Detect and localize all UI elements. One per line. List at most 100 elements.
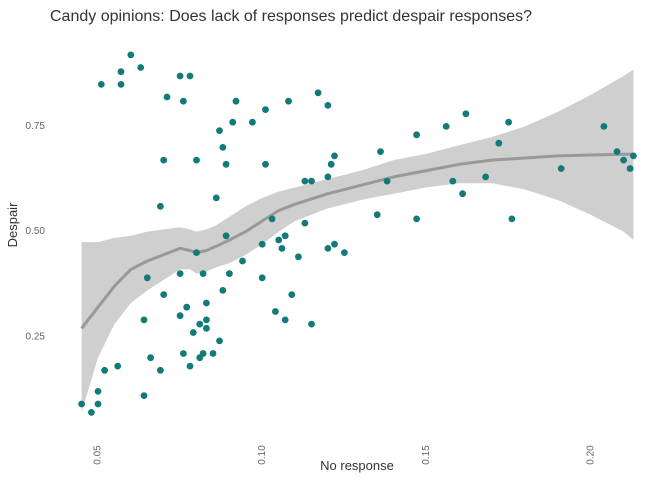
data-point bbox=[295, 253, 302, 261]
data-point bbox=[281, 316, 289, 324]
data-point bbox=[600, 123, 608, 130]
data-point bbox=[272, 308, 279, 315]
data-point bbox=[186, 72, 194, 80]
data-point bbox=[88, 409, 95, 416]
data-point bbox=[189, 329, 197, 336]
data-point bbox=[94, 400, 102, 408]
data-point bbox=[442, 123, 450, 130]
data-point bbox=[180, 97, 187, 105]
x-axis-ticks: 0.05 0.10 0.15 0.20 bbox=[93, 445, 597, 465]
data-point bbox=[308, 320, 315, 328]
data-point bbox=[203, 324, 210, 332]
data-point bbox=[101, 366, 108, 374]
x-tick-label: 0.10 bbox=[257, 445, 268, 465]
data-point bbox=[140, 316, 148, 324]
data-point bbox=[183, 303, 191, 311]
data-point bbox=[203, 316, 210, 324]
data-point bbox=[196, 320, 204, 328]
data-point bbox=[160, 156, 168, 164]
data-point bbox=[373, 211, 381, 219]
confidence-band bbox=[81, 69, 634, 413]
data-point bbox=[275, 236, 283, 244]
y-tick-label: 0.75 bbox=[26, 121, 46, 132]
data-point bbox=[78, 400, 85, 408]
data-point bbox=[186, 362, 194, 370]
data-point bbox=[327, 160, 335, 168]
data-point bbox=[157, 366, 164, 374]
y-tick-label: 0.50 bbox=[26, 226, 46, 237]
data-point bbox=[176, 270, 184, 277]
data-point bbox=[288, 291, 296, 298]
x-axis-title: No response bbox=[320, 458, 394, 473]
data-point bbox=[613, 148, 621, 156]
data-point bbox=[508, 215, 516, 223]
data-point bbox=[114, 362, 122, 370]
data-point bbox=[449, 177, 457, 185]
data-point bbox=[160, 291, 168, 298]
data-point bbox=[232, 97, 240, 105]
x-tick-label: 0.20 bbox=[585, 445, 596, 465]
data-point bbox=[143, 274, 151, 282]
x-tick-label: 0.05 bbox=[93, 445, 104, 465]
data-point bbox=[331, 152, 338, 160]
data-point bbox=[216, 127, 223, 134]
data-point bbox=[203, 299, 210, 307]
data-point bbox=[140, 392, 148, 399]
data-point bbox=[199, 270, 207, 277]
data-point bbox=[324, 173, 332, 181]
data-point bbox=[331, 240, 338, 248]
data-point bbox=[308, 177, 315, 185]
data-point bbox=[281, 232, 289, 240]
x-tick-label: 0.15 bbox=[421, 445, 432, 465]
data-point bbox=[193, 249, 200, 256]
data-point bbox=[630, 152, 637, 160]
data-point bbox=[324, 102, 332, 109]
chart-title: Candy opinions: Does lack of responses p… bbox=[50, 8, 532, 25]
data-point bbox=[413, 131, 420, 139]
data-point bbox=[209, 350, 217, 357]
data-point bbox=[176, 312, 184, 320]
data-point bbox=[97, 81, 105, 88]
data-point bbox=[383, 177, 391, 185]
data-point bbox=[193, 156, 200, 164]
data-point bbox=[137, 64, 145, 71]
data-point bbox=[147, 354, 155, 362]
y-tick-label: 0.25 bbox=[26, 331, 46, 342]
data-point bbox=[219, 287, 227, 294]
data-point bbox=[495, 139, 503, 147]
data-point bbox=[117, 68, 125, 76]
data-point bbox=[285, 97, 292, 105]
confidence-band-area bbox=[81, 69, 634, 413]
data-point bbox=[127, 51, 135, 59]
data-point bbox=[222, 160, 230, 168]
data-point bbox=[262, 160, 269, 168]
data-point bbox=[626, 165, 634, 172]
data-point bbox=[157, 202, 164, 210]
smooth-trend-line bbox=[80, 152, 634, 330]
data-point bbox=[377, 148, 384, 156]
data-point bbox=[176, 72, 184, 80]
data-point bbox=[258, 274, 266, 282]
data-point bbox=[199, 350, 207, 357]
data-point bbox=[117, 81, 125, 88]
data-point bbox=[459, 190, 466, 198]
data-points bbox=[78, 51, 637, 416]
data-point bbox=[278, 245, 286, 252]
data-point bbox=[268, 215, 276, 223]
data-point bbox=[314, 89, 322, 97]
y-axis-title: Despair bbox=[5, 202, 20, 247]
data-point bbox=[301, 177, 309, 185]
smooth-line bbox=[80, 152, 634, 330]
data-point bbox=[239, 257, 246, 265]
data-point bbox=[262, 106, 269, 113]
data-point bbox=[94, 388, 102, 395]
data-point bbox=[212, 194, 220, 202]
data-point bbox=[324, 245, 332, 252]
data-point bbox=[341, 249, 348, 256]
data-point bbox=[258, 240, 266, 248]
data-point bbox=[462, 110, 470, 118]
data-point bbox=[163, 93, 171, 101]
data-point bbox=[226, 270, 233, 277]
data-point bbox=[301, 219, 309, 227]
